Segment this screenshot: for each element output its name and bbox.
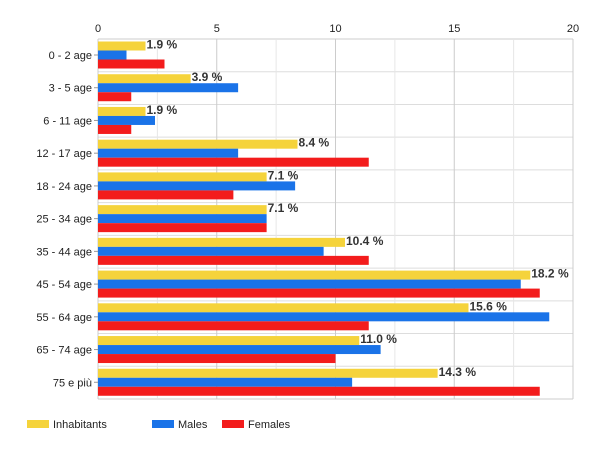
bar-females [98,223,267,233]
data-label: 11.0 % [360,332,397,346]
category-label: 0 - 2 age [49,50,92,62]
bar-males [98,377,353,387]
category-label: 55 - 64 age [36,312,92,324]
bar-females [98,354,336,364]
x-tick-label: 10 [329,23,341,35]
bar-inhabitants [98,106,146,116]
bar-females [98,92,132,102]
bar-inhabitants [98,139,298,149]
bar-series [98,41,550,396]
category-label: 45 - 54 age [36,279,92,291]
bar-inhabitants [98,172,267,182]
bar-males [98,50,127,60]
legend-swatch-males [152,420,174,428]
x-tick-label: 5 [214,23,220,35]
bar-inhabitants [98,205,267,215]
x-tick-label: 20 [567,23,579,35]
legend-swatch-females [222,420,244,428]
data-label: 8.4 % [299,136,330,150]
bar-females [98,157,369,167]
legend: Inhabitants Males Females [27,419,291,431]
data-label: 3.9 % [192,70,223,84]
x-tick-label: 0 [95,23,101,35]
bar-females [98,386,540,396]
category-label: 65 - 74 age [36,345,92,357]
bar-males [98,115,155,125]
data-labels: 1.9 % 3.9 % 1.9 % 8.4 % 7.1 % 7.1 % 10.4 % 18.2… [147,38,569,379]
category-label: 6 - 11 age [43,115,92,127]
bar-males [98,345,381,355]
category-label: 3 - 5 age [49,83,92,95]
category-label: 25 - 34 age [36,214,92,226]
category-labels: 0 - 2 age 3 - 5 age 6 - 11 age 12 - 17 age 1… [36,50,98,389]
category-label: 35 - 44 age [36,246,92,258]
category-label: 75 e più [53,377,92,389]
data-label: 10.4 % [346,234,384,248]
bar-males [98,214,267,224]
data-label: 18.2 % [531,267,569,281]
data-label: 15.6 % [470,299,508,313]
bar-inhabitants [98,368,438,378]
x-axis-ticks: 0 5 10 15 20 [95,23,579,35]
category-label: 12 - 17 age [36,148,92,160]
bar-inhabitants [98,74,191,84]
legend-label-females: Females [248,419,291,431]
category-label: 18 - 24 age [36,181,92,193]
data-label: 7.1 % [268,201,299,215]
bar-inhabitants [98,270,531,280]
bar-inhabitants [98,336,360,346]
legend-swatch-inhabitants [27,420,49,428]
bar-males [98,181,296,191]
bar-females [98,59,165,69]
data-label: 1.9 % [147,38,178,52]
bar-males [98,83,239,93]
bar-females [98,190,234,200]
bar-males [98,148,239,158]
data-label: 14.3 % [439,365,477,379]
bar-males [98,279,521,289]
data-label: 1.9 % [147,103,178,117]
bar-females [98,124,132,134]
bar-males [98,312,550,322]
bar-females [98,255,369,265]
data-label: 7.1 % [268,168,299,182]
x-tick-label: 15 [448,23,460,35]
bar-inhabitants [98,303,469,313]
bar-inhabitants [98,41,146,51]
bar-females [98,288,540,298]
legend-label-inhabitants: Inhabitants [53,419,107,431]
bar-females [98,321,369,331]
bar-inhabitants [98,237,345,247]
bar-males [98,246,324,256]
legend-label-males: Males [178,419,208,431]
